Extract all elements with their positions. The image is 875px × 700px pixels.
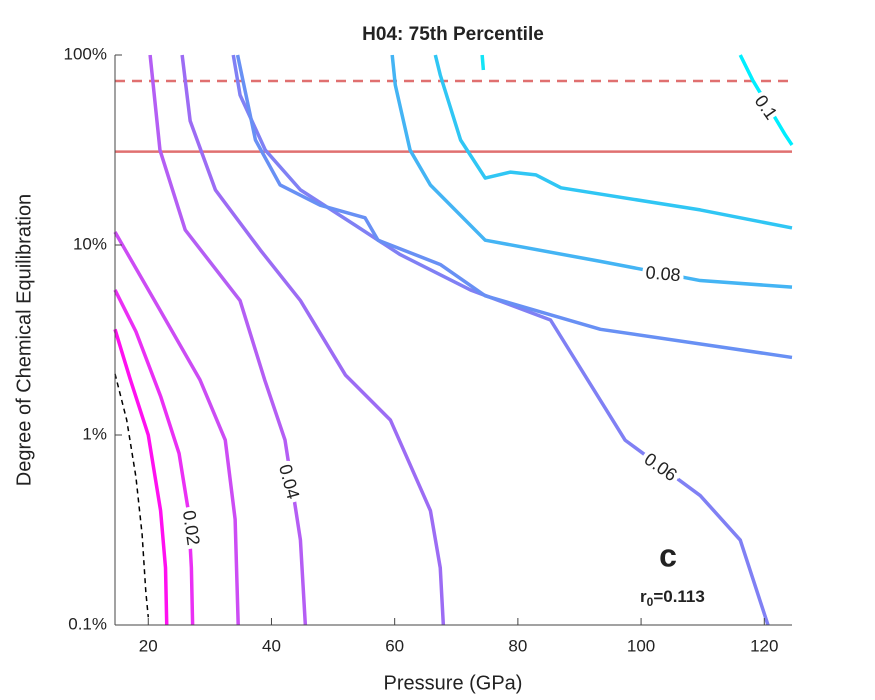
- r0-annotation: r0=0.113: [640, 587, 705, 609]
- contour-line: [180, 54, 446, 626]
- r0-value: =0.113: [653, 587, 705, 606]
- y-tick-label: 10%: [73, 234, 107, 253]
- y-tick-label: 1%: [82, 424, 107, 443]
- contour-line: [390, 54, 793, 289]
- contour-line: [738, 54, 794, 146]
- contour-line: [433, 54, 793, 230]
- contour-line: [235, 54, 793, 360]
- contour-line: [480, 54, 486, 71]
- x-axis-label: Pressure (GPa): [384, 672, 523, 694]
- contour-line: [148, 54, 308, 626]
- contour-line: [113, 289, 195, 626]
- y-tick-label: 0.1%: [68, 614, 107, 633]
- x-tick-label: 100: [627, 636, 655, 655]
- r0-symbol: r: [640, 587, 647, 606]
- y-tick-label: 100%: [64, 44, 107, 63]
- contour-line: [113, 328, 169, 626]
- r0-subscript: 0: [647, 595, 654, 609]
- x-tick-label: 60: [385, 636, 404, 655]
- contour-label: 0.02: [179, 509, 204, 546]
- contour-line: [113, 231, 240, 626]
- y-axis-label: Degree of Chemical Equilibration: [13, 194, 35, 486]
- contour-label: 0.04: [275, 462, 303, 501]
- x-tick-label: 80: [508, 636, 527, 655]
- contour-line: [231, 54, 770, 626]
- panel-letter: c: [659, 537, 677, 573]
- x-tick-label: 120: [750, 636, 778, 655]
- contour-line: [114, 373, 150, 618]
- x-tick-label: 20: [139, 636, 158, 655]
- chart-title: H04: 75th Percentile: [362, 24, 544, 45]
- contour-label: 0.08: [645, 262, 682, 285]
- x-tick-label: 40: [262, 636, 281, 655]
